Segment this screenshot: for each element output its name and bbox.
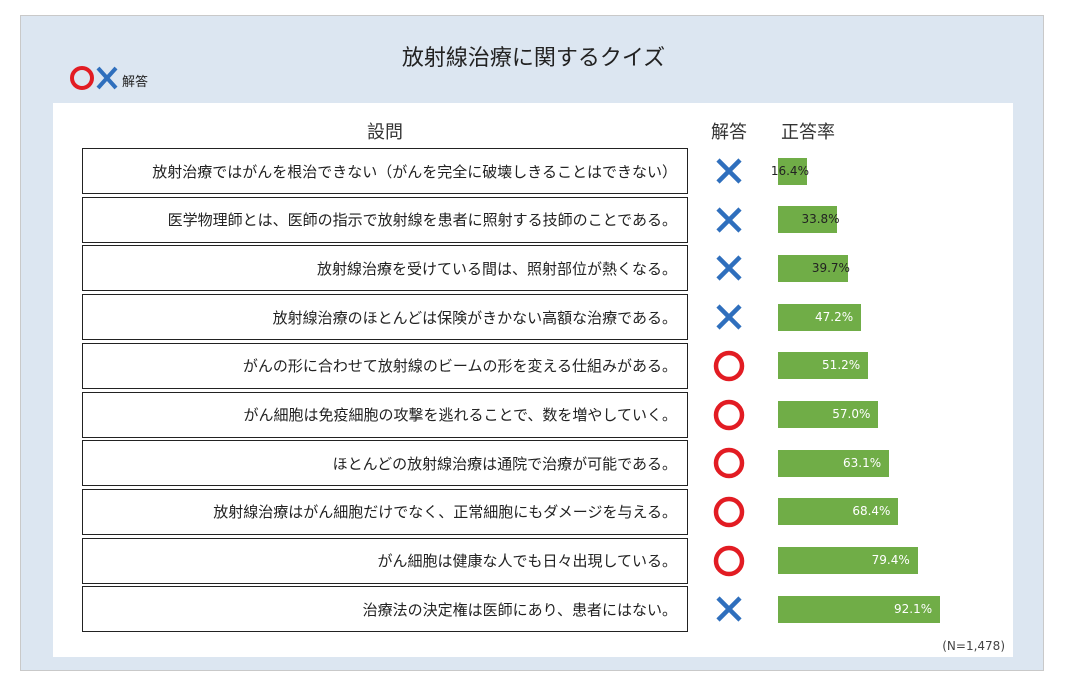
answer-cross-icon <box>716 596 742 622</box>
rate-bar <box>778 595 940 623</box>
question-row: がん細胞は免疫細胞の攻撃を逃れることで、数を増やしていく。 <box>82 391 688 438</box>
answer-circle-shape <box>713 447 745 479</box>
answer-circle-icon <box>713 447 745 479</box>
answer-legend: 解答 <box>70 64 148 92</box>
answer-circle-icon <box>713 545 745 576</box>
answer-circle-shape <box>713 399 745 430</box>
question-row: 放射治療ではがんを根治できない（がんを完全に破壊しきることはできない） <box>82 148 688 194</box>
answer-cross-stroke-2 <box>716 255 742 281</box>
rate-bar <box>778 303 862 331</box>
question-row: ほとんどの放射線治療は通院で治療が可能である。 <box>82 440 688 487</box>
rate-bar <box>778 547 918 575</box>
legend-symbols <box>70 66 118 90</box>
answer-circle-icon <box>713 399 745 430</box>
question-row: 治療法の決定権は医師にあり、患者にはない。 <box>82 586 688 633</box>
rate-label: 63.1% <box>842 455 882 470</box>
rate-label: 68.4% <box>852 504 891 519</box>
answer-cross-icon <box>716 304 742 330</box>
answer-circle-icon <box>713 350 745 382</box>
question-row: がんの形に合わせて放射線のビームの形を変える仕組みがある。 <box>82 342 688 389</box>
rate-label: 33.8% <box>801 212 840 227</box>
rate-label: 47.2% <box>815 309 854 324</box>
rate-bar <box>778 449 889 477</box>
rate-bar <box>778 206 838 234</box>
sample-size-note: (N=1,478) <box>942 639 1005 653</box>
question-row: 放射線治療はがん細胞だけでなく、正常細胞にもダメージを与える。 <box>82 488 688 535</box>
rate-bar <box>778 157 807 185</box>
legend-cross-icon-stroke2 <box>96 66 118 90</box>
answer-circle-shape <box>713 496 745 528</box>
question-row: 医学物理師とは、医師の指示で放射線を患者に照射する技師のことである。 <box>82 196 688 243</box>
answer-cross-stroke-2 <box>716 596 742 622</box>
rate-bar <box>778 254 848 282</box>
question-row: 放射線治療のほとんどは保険がきかない高額な治療である。 <box>82 294 688 341</box>
answer-circle-shape <box>713 350 745 382</box>
answer-cross-icon <box>716 207 742 233</box>
legend-circle-icon <box>70 66 94 90</box>
question-header: 設問 <box>367 122 403 143</box>
answer-circle-icon <box>713 496 745 528</box>
rate-label: 16.4% <box>770 163 809 178</box>
answer-header: 解答 <box>711 122 747 143</box>
answer-cross-icon <box>716 158 742 184</box>
answer-cross-stroke-2 <box>716 158 742 184</box>
question-row: がん細胞は健康な人でも日々出現している。 <box>82 537 688 584</box>
answer-cross-stroke-2 <box>716 207 742 233</box>
question-row: 放射線治療を受けている間は、照射部位が熱くなる。 <box>82 245 688 292</box>
chart-title: 放射線治療に関するクイズ <box>401 46 666 71</box>
rate-bar <box>778 352 869 380</box>
answer-cross-stroke-2 <box>716 304 742 330</box>
legend-label: 解答 <box>122 74 149 90</box>
answer-circle-shape <box>713 545 745 576</box>
rate-label: 39.7% <box>811 260 850 275</box>
rate-label: 51.2% <box>822 358 861 373</box>
rate-label: 79.4% <box>871 553 910 568</box>
rate-header: 正答率 <box>781 122 835 143</box>
rate-bar <box>778 401 879 428</box>
rate-label: 92.1% <box>894 601 933 616</box>
answer-cross-icon <box>716 255 742 281</box>
rate-bar <box>778 498 899 526</box>
rate-label: 57.0% <box>832 407 871 421</box>
